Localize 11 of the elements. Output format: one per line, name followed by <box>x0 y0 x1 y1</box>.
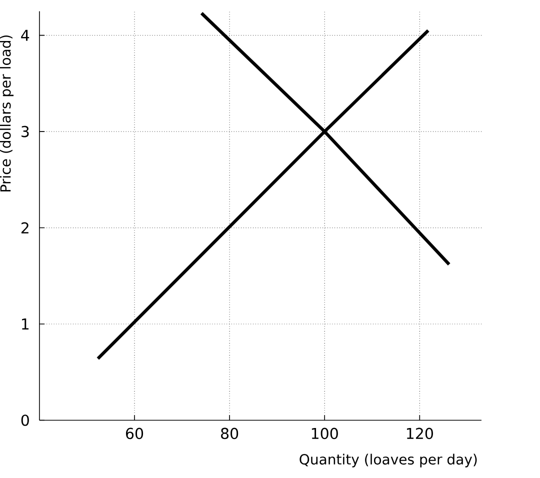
y-tick-label: 0 <box>21 414 29 426</box>
y-tick-label: 1 <box>22 318 29 330</box>
x-axis-title: Quantity (loaves per day) <box>300 454 477 468</box>
y-tick-label: 3 <box>22 126 29 138</box>
y-tick-label: 2 <box>21 222 28 234</box>
x-tick-label: 80 <box>221 428 238 440</box>
x-tick-label: 60 <box>126 428 144 440</box>
x-tick-label: 120 <box>406 428 433 440</box>
x-tick-label: 100 <box>312 428 338 440</box>
y-axis-title: Price (dollars per load) <box>0 35 14 192</box>
y-tick-label: 4 <box>21 30 30 41</box>
